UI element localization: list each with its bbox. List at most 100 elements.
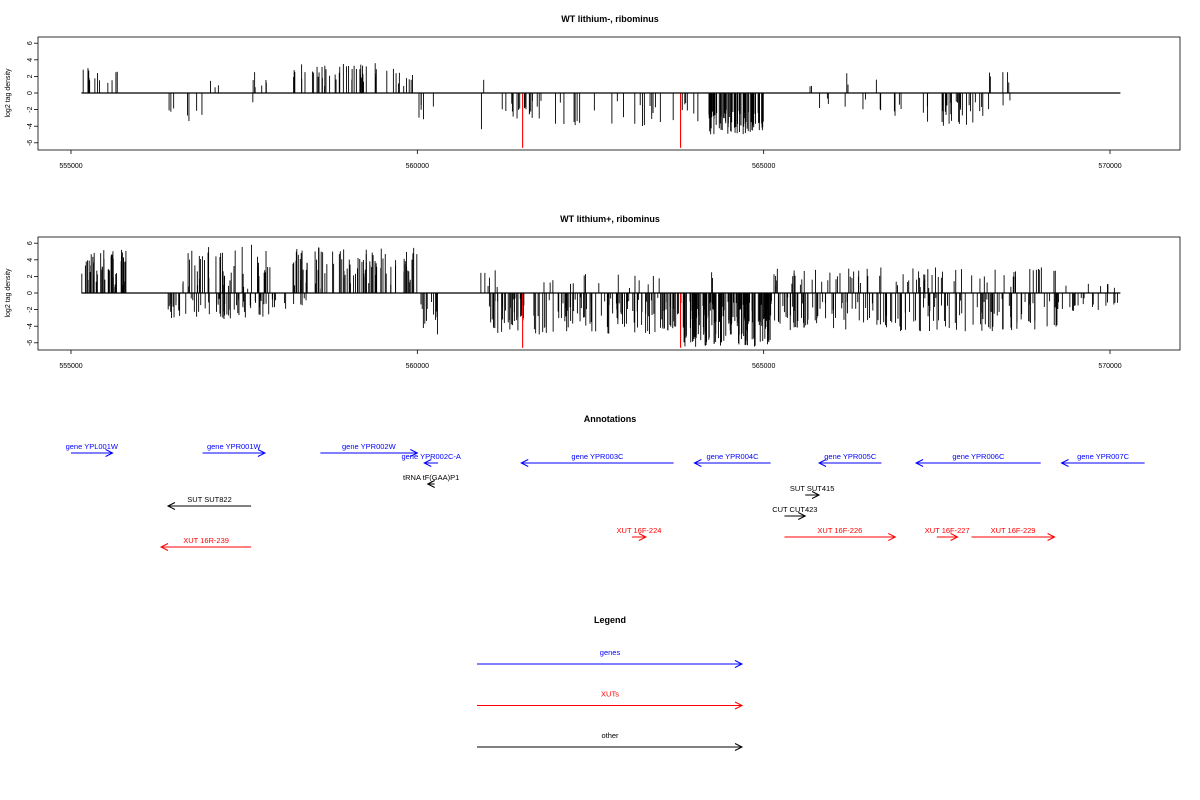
top-track-ylabel: log2 tag density — [5, 68, 12, 118]
plot-frame — [37, 36, 1181, 151]
feature-label: gene YPR002C-A — [401, 452, 460, 461]
annotation-features: gene YPL001W gene YPR001W gene YPR002W gene… — [66, 442, 1145, 551]
feature-label: gene YPR003C — [571, 452, 624, 461]
legend-label: genes — [600, 648, 621, 657]
feature-arrow-head — [1060, 459, 1069, 467]
legend-arrow-head — [734, 660, 744, 668]
annotation-feature: gene YPR007C — [1060, 452, 1145, 467]
feature-arrow-head — [817, 459, 827, 467]
x-tick-label: 560000 — [406, 363, 429, 370]
feature-arrow-head — [950, 533, 959, 541]
x-tick-label: 565000 — [752, 163, 775, 170]
feature-label: gene YPL001W — [66, 442, 119, 451]
feature-label: SUT SUT822 — [187, 495, 231, 504]
y-tick-label: 0 — [27, 91, 34, 95]
annotation-feature: XUT 16R-239 — [159, 536, 252, 551]
bottom-track-panel: WT lithium+, ribominus log2 tag density … — [5, 214, 1181, 370]
legend-entry: other — [477, 731, 744, 751]
annotation-feature: SUT SUT415 — [790, 484, 834, 499]
feature-arrow-head — [105, 449, 114, 457]
feature-arrow-head — [410, 449, 419, 457]
top-track-axes: 6 4 2 0 -2 -4 -6 555000 560000 565000 570000 — [27, 36, 1181, 170]
legend-entry: XUTs — [477, 690, 744, 710]
bottom-track-bars — [81, 244, 1121, 348]
feature-label: gene YPR002W — [342, 442, 397, 451]
feature-label: gene YPR005C — [824, 452, 877, 461]
feature-arrow-head — [914, 459, 924, 467]
y-tick-label: -6 — [27, 140, 34, 146]
top-track-panel: WT lithium-, ribominus log2 tag density … — [5, 14, 1181, 170]
y-tick-label: -2 — [27, 306, 34, 312]
x-tick-label: 565000 — [752, 363, 775, 370]
feature-arrow-head — [423, 459, 432, 467]
x-tick-label: 560000 — [406, 163, 429, 170]
annotation-feature: XUT 16F-229 — [971, 526, 1056, 541]
y-tick-label: 6 — [27, 241, 34, 245]
bottom-track-ylabel: log2 tag density — [5, 268, 12, 318]
feature-label: CUT CUT423 — [772, 505, 817, 514]
legend-entries: genes XUTs other — [477, 648, 744, 751]
feature-arrow-head — [166, 502, 176, 510]
y-tick-label: 4 — [27, 258, 34, 262]
feature-arrow-head — [257, 449, 267, 457]
annotation-feature: XUT 16F-224 — [617, 526, 662, 541]
legend-entry: genes — [477, 648, 744, 668]
y-tick-label: 6 — [27, 41, 34, 45]
feature-arrow-head — [888, 533, 897, 541]
x-tick-label: 570000 — [1098, 163, 1121, 170]
feature-arrow-head — [638, 533, 648, 541]
y-tick-label: -2 — [27, 106, 34, 112]
bottom-track-title: WT lithium+, ribominus — [560, 214, 660, 224]
annotation-feature: gene YPR001W — [202, 442, 267, 457]
x-tick-label: 555000 — [59, 163, 82, 170]
annotation-feature: gene YPL001W — [66, 442, 119, 457]
annotation-feature: XUT 16F-227 — [925, 526, 970, 541]
plot-frame — [37, 236, 1181, 351]
legend-arrow-head — [734, 743, 744, 751]
annotation-feature: gene YPR002C-A — [401, 452, 461, 467]
top-track-bars — [81, 63, 1121, 148]
feature-label: gene YPR001W — [207, 442, 262, 451]
bottom-track-axes: 6 4 2 0 -2 -4 -6 555000 560000 565000 570000 — [27, 236, 1181, 370]
feature-label: XUT 16F-229 — [991, 526, 1036, 535]
legend-panel: Legend genes XUTs other — [477, 615, 744, 751]
feature-label: SUT SUT415 — [790, 484, 834, 493]
feature-label: gene YPR004C — [707, 452, 760, 461]
feature-arrow-head — [159, 543, 169, 551]
y-tick-label: 4 — [27, 58, 34, 62]
feature-arrow-head — [426, 480, 435, 488]
annotation-feature: SUT SUT822 — [166, 495, 252, 510]
top-track-title: WT lithium-, ribominus — [561, 14, 659, 24]
legend-arrow-head — [734, 701, 744, 710]
feature-label: tRNA tF(GAA)P1 — [403, 473, 459, 482]
y-tick-label: -4 — [27, 323, 34, 329]
y-tick-label: 2 — [27, 274, 34, 278]
feature-label: XUT 16R-239 — [183, 536, 229, 545]
feature-label: XUT 16F-224 — [617, 526, 662, 535]
annotation-feature: gene YPR003C — [520, 452, 674, 467]
feature-arrow-head — [811, 491, 821, 499]
annotation-feature: XUT 16F-226 — [784, 526, 897, 541]
legend-label: XUTs — [601, 690, 619, 699]
annotation-feature: gene YPR006C — [914, 452, 1041, 467]
annotations-panel: Annotations gene YPL001W gene YPR001W gene… — [66, 414, 1145, 551]
feature-arrow-head — [798, 512, 807, 520]
annotation-feature: gene YPR002W — [320, 442, 419, 457]
annotation-feature: tRNA tF(GAA)P1 — [403, 473, 459, 488]
x-tick-label: 570000 — [1098, 363, 1121, 370]
x-tick-label: 555000 — [59, 363, 82, 370]
feature-label: XUT 16F-226 — [817, 526, 862, 535]
y-tick-label: -6 — [27, 340, 34, 346]
y-tick-label: 0 — [27, 291, 34, 295]
annotation-feature: gene YPR005C — [817, 452, 882, 467]
y-tick-label: 2 — [27, 74, 34, 78]
feature-arrow-head — [1047, 533, 1056, 541]
feature-arrow-head — [520, 459, 529, 467]
feature-label: XUT 16F-227 — [925, 526, 970, 535]
legend-label: other — [601, 731, 619, 740]
feature-label: gene YPR007C — [1077, 452, 1130, 461]
feature-label: gene YPR006C — [952, 452, 1005, 461]
annotations-title: Annotations — [584, 414, 637, 424]
y-tick-label: -4 — [27, 123, 34, 129]
